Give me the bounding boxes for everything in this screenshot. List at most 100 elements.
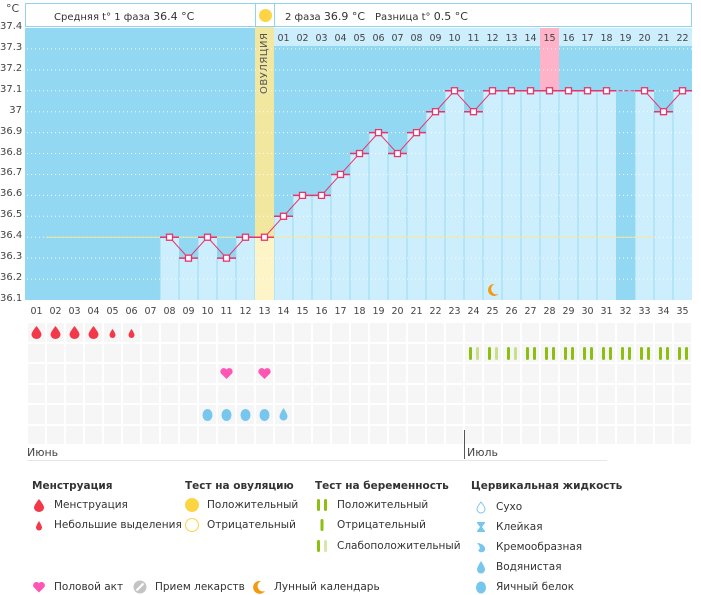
marker-cell[interactable] — [522, 405, 539, 424]
marker-cell[interactable] — [579, 323, 596, 342]
marker-cell[interactable] — [674, 425, 691, 444]
marker-cell[interactable] — [389, 425, 406, 444]
marker-cell[interactable] — [560, 425, 577, 444]
pregnancy-test-weak-icon[interactable] — [485, 346, 500, 361]
cycle-day-label[interactable]: 20 — [391, 306, 404, 317]
cycle-day-label[interactable]: 25 — [486, 306, 499, 317]
marker-cell[interactable] — [351, 323, 368, 342]
marker-cell[interactable] — [408, 323, 425, 342]
marker-cell[interactable] — [237, 425, 254, 444]
marker-cell[interactable] — [389, 405, 406, 424]
marker-cell[interactable] — [142, 405, 159, 424]
marker-cell[interactable] — [199, 343, 216, 362]
marker-cell[interactable] — [389, 364, 406, 383]
cycle-day-label[interactable]: 32 — [619, 306, 632, 317]
marker-cell[interactable] — [484, 323, 501, 342]
marker-cell[interactable] — [370, 364, 387, 383]
cycle-day-label[interactable]: 07 — [144, 306, 157, 317]
marker-cell[interactable] — [66, 364, 83, 383]
marker-cell[interactable] — [465, 323, 482, 342]
marker-cell[interactable] — [123, 425, 140, 444]
marker-cell[interactable] — [199, 425, 216, 444]
marker-cell[interactable] — [142, 343, 159, 362]
cycle-day-label[interactable]: 22 — [429, 306, 442, 317]
marker-cell[interactable] — [237, 364, 254, 383]
marker-cell[interactable] — [104, 425, 121, 444]
marker-cell[interactable] — [123, 364, 140, 383]
cycle-day-label[interactable]: 06 — [125, 306, 138, 317]
egg-white-icon[interactable] — [257, 407, 272, 422]
marker-cell[interactable] — [655, 323, 672, 342]
marker-cell[interactable] — [256, 425, 273, 444]
marker-cell[interactable] — [503, 425, 520, 444]
marker-cell[interactable] — [541, 425, 558, 444]
marker-cell[interactable] — [446, 323, 463, 342]
marker-cell[interactable] — [180, 364, 197, 383]
marker-cell[interactable] — [142, 323, 159, 342]
marker-cell[interactable] — [199, 323, 216, 342]
marker-cell[interactable] — [47, 384, 64, 403]
marker-cell[interactable] — [66, 343, 83, 362]
marker-cell[interactable] — [370, 384, 387, 403]
marker-cell[interactable] — [218, 425, 235, 444]
marker-cell[interactable] — [541, 364, 558, 383]
marker-cell[interactable] — [446, 405, 463, 424]
marker-cell[interactable] — [123, 405, 140, 424]
marker-cell[interactable] — [598, 425, 615, 444]
marker-cell[interactable] — [598, 405, 615, 424]
menstruation-drop-icon[interactable] — [86, 325, 101, 340]
marker-cell[interactable] — [275, 364, 292, 383]
marker-cell[interactable] — [313, 384, 330, 403]
marker-cell[interactable] — [180, 405, 197, 424]
pregnancy-test-positive-icon[interactable] — [656, 346, 671, 361]
marker-cell[interactable] — [47, 364, 64, 383]
cycle-day-label[interactable]: 01 — [30, 306, 43, 317]
marker-cell[interactable] — [617, 323, 634, 342]
marker-cell[interactable] — [503, 384, 520, 403]
marker-cell[interactable] — [674, 323, 691, 342]
marker-cell[interactable] — [180, 425, 197, 444]
heart-icon[interactable] — [219, 366, 234, 381]
marker-cell[interactable] — [446, 384, 463, 403]
marker-cell[interactable] — [408, 364, 425, 383]
marker-cell[interactable] — [674, 405, 691, 424]
marker-cell[interactable] — [541, 384, 558, 403]
menstruation-drop-icon[interactable] — [48, 325, 63, 340]
marker-cell[interactable] — [199, 384, 216, 403]
marker-cell[interactable] — [617, 425, 634, 444]
marker-cell[interactable] — [465, 384, 482, 403]
marker-cell[interactable] — [28, 405, 45, 424]
marker-cell[interactable] — [370, 343, 387, 362]
cycle-day-label[interactable]: 17 — [334, 306, 347, 317]
marker-cell[interactable] — [313, 405, 330, 424]
marker-cell[interactable] — [275, 343, 292, 362]
marker-cell[interactable] — [522, 323, 539, 342]
marker-cell[interactable] — [579, 425, 596, 444]
cycle-day-label[interactable]: 19 — [372, 306, 385, 317]
marker-cell[interactable] — [294, 425, 311, 444]
marker-cell[interactable] — [28, 364, 45, 383]
marker-cell[interactable] — [237, 323, 254, 342]
marker-cell[interactable] — [104, 405, 121, 424]
marker-cell[interactable] — [85, 384, 102, 403]
marker-cell[interactable] — [351, 405, 368, 424]
marker-cell[interactable] — [161, 384, 178, 403]
marker-cell[interactable] — [294, 384, 311, 403]
marker-cell[interactable] — [332, 364, 349, 383]
marker-cell[interactable] — [408, 384, 425, 403]
marker-cell[interactable] — [484, 384, 501, 403]
marker-cell[interactable] — [579, 364, 596, 383]
pregnancy-test-positive-icon[interactable] — [675, 346, 690, 361]
marker-cell[interactable] — [446, 364, 463, 383]
marker-cell[interactable] — [522, 384, 539, 403]
cycle-day-label[interactable]: 26 — [505, 306, 518, 317]
marker-cell[interactable] — [123, 343, 140, 362]
marker-cell[interactable] — [598, 384, 615, 403]
marker-cell[interactable] — [446, 425, 463, 444]
cycle-day-label[interactable]: 35 — [676, 306, 689, 317]
pregnancy-test-positive-icon[interactable] — [542, 346, 557, 361]
marker-cell[interactable] — [332, 323, 349, 342]
marker-cell[interactable] — [161, 323, 178, 342]
marker-cell[interactable] — [294, 323, 311, 342]
cycle-day-label[interactable]: 08 — [163, 306, 176, 317]
